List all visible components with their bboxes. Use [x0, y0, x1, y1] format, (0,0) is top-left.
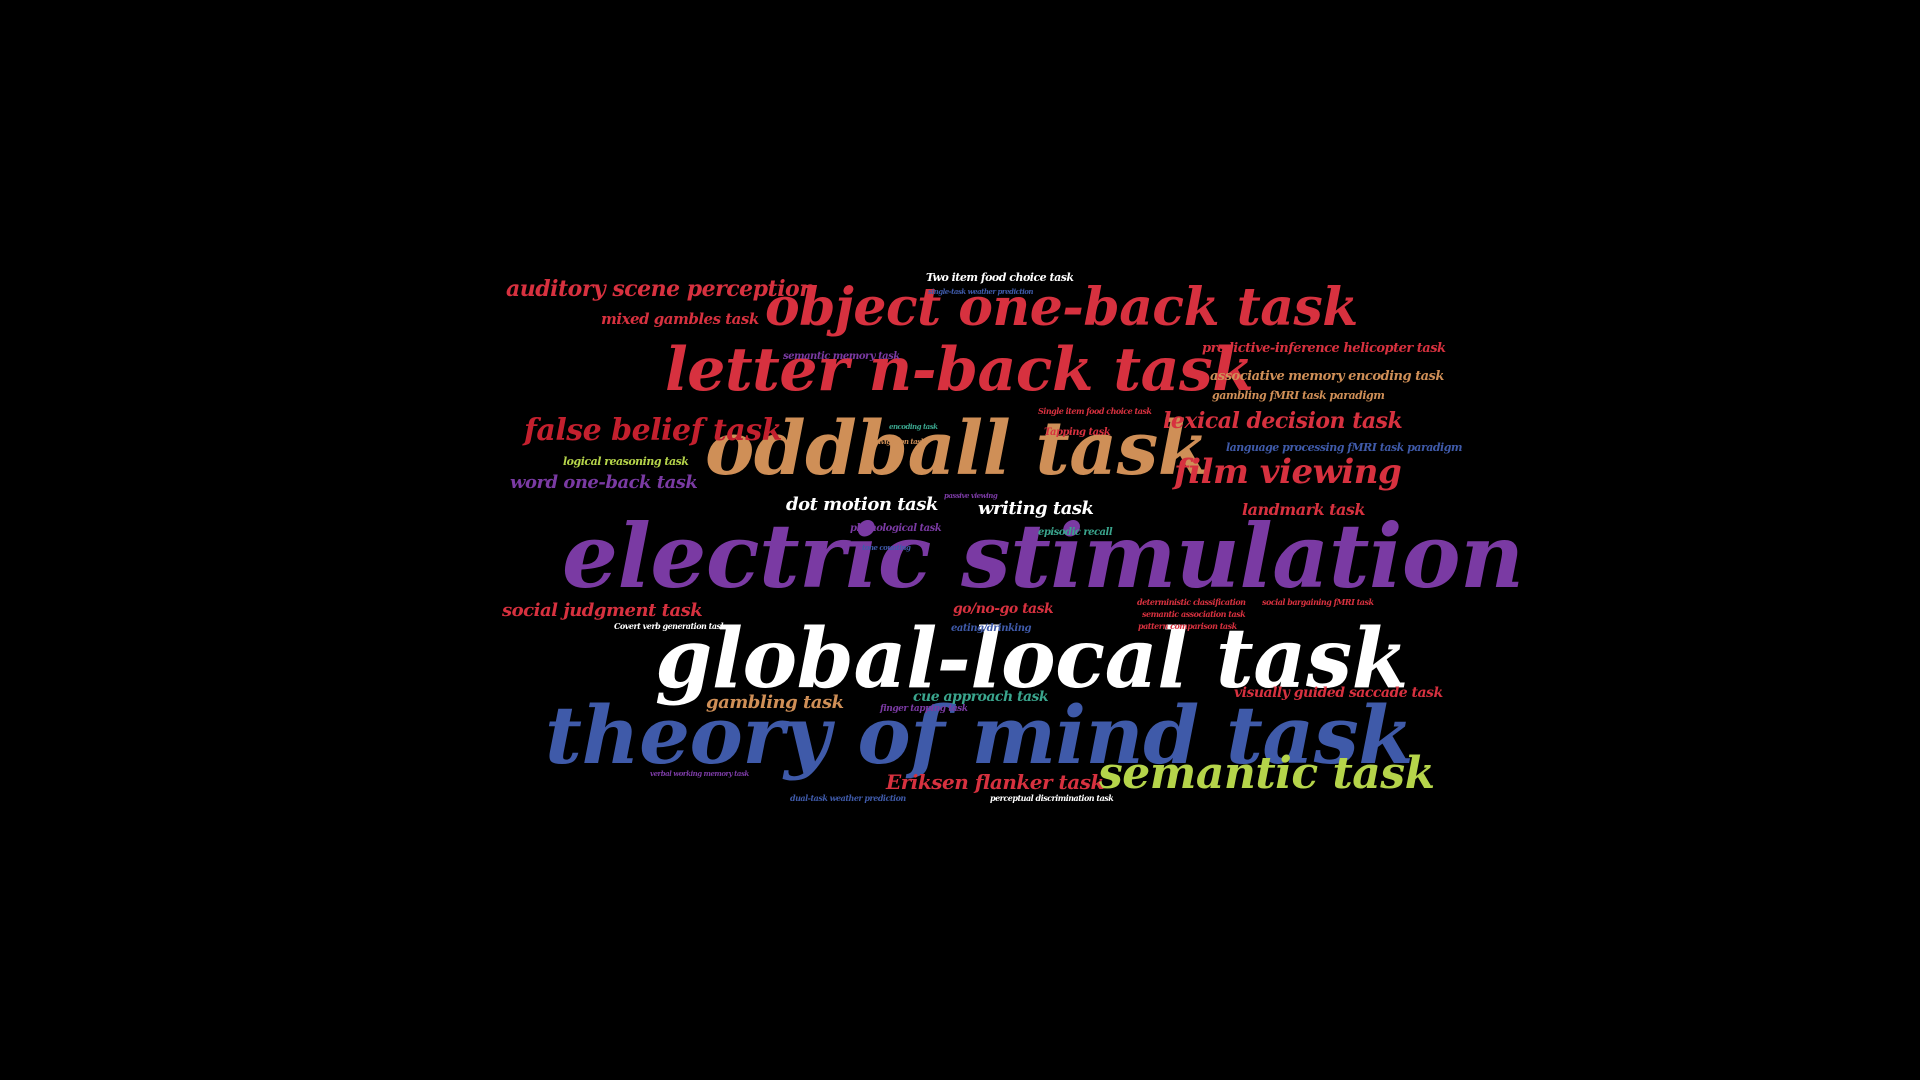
word-writing-task: writing task [978, 498, 1094, 519]
word-auditory-scene-perception: auditory scene perception [506, 276, 815, 302]
word-tone-counting: tone counting [862, 543, 911, 552]
word-verbal-working-memory-task: verbal working memory task [650, 769, 749, 778]
word-eriksen-flanker-task: Eriksen flanker task [886, 770, 1104, 794]
word-film-viewing: film viewing [1174, 452, 1402, 492]
word-dual-task-weather-prediction: dual-task weather prediction [790, 793, 906, 803]
word-gambling-task: gambling task [706, 692, 844, 713]
word-episodic-recall: episodic recall [1038, 527, 1113, 538]
word-navigation-task: navigation task [872, 437, 925, 446]
word-associative-memory-encoding-task: associative memory encoding task [1210, 369, 1444, 384]
word-social-bargaining-fmri-task: social bargaining fMRI task [1262, 597, 1374, 607]
word-object-one-back-task: object one-back task [765, 277, 1358, 338]
word-word-one-back-task: word one-back task [510, 472, 698, 493]
word-semantic-memory-task: semantic memory task [783, 351, 900, 362]
word-language-processing-fmri-task-paradigm: language processing fMRI task paradigm [1226, 441, 1463, 454]
word-electric-stimulation: electric stimulation [562, 504, 1524, 608]
word-tapping-task: Tapping task [1044, 427, 1111, 438]
word-covert-verb-generation-task: Covert verb generation task [614, 621, 726, 631]
word-semantic-task: semantic task [1098, 748, 1435, 799]
word-single-task-weather-prediction: single-task weather prediction [928, 287, 1034, 296]
word-false-belief-task: false belief task [524, 413, 782, 448]
word-visually-guided-saccade-task: visually guided saccade task [1234, 685, 1443, 701]
word-finger-tapping-task: finger tapping task [880, 704, 968, 714]
word-landmark-task: landmark task [1242, 500, 1366, 519]
word-mixed-gambles-task: mixed gambles task [601, 310, 759, 328]
word-predictive-inference-helicopter-task: predictive-inference helicopter task [1202, 341, 1446, 356]
word-dot-motion-task: dot motion task [786, 494, 938, 515]
word-social-judgment-task: social judgment task [502, 600, 703, 621]
word-global-local-task: global-local task [655, 611, 1408, 707]
word-deterministic-classification: deterministic classification [1137, 597, 1246, 607]
word-lexical-decision-task: lexical decision task [1163, 408, 1403, 434]
word-passive-viewing: passive viewing [944, 491, 998, 500]
word-phonological-task: phonological task [850, 523, 942, 534]
word-theory-of-mind-task: theory of mind task [545, 688, 1414, 782]
word-encoding-task: encoding task [889, 422, 938, 431]
word-cue-approach-task: cue approach task [913, 689, 1049, 705]
word-logical-reasoning-task: logical reasoning task [563, 455, 689, 468]
word-perceptual-discrimination-task: perceptual discrimination task [990, 793, 1114, 803]
word-gambling-fmri-task-paradigm: gambling fMRI task paradigm [1212, 389, 1385, 402]
word-single-item-food-choice-task: Single item food choice task [1038, 406, 1152, 416]
word-pattern-comparison-task: pattern comparison task [1138, 621, 1237, 631]
word-eating-drinking: eating/drinking [951, 623, 1032, 634]
word-oddball-task: oddball task [705, 406, 1209, 492]
word-semantic-association-task: semantic association task [1142, 609, 1246, 619]
word-letter-n-back-task: letter n-back task [665, 335, 1254, 405]
word-go-no-go-task: go/no-go task [953, 601, 1054, 617]
word-two-item-food-choice-task: Two item food choice task [926, 271, 1074, 284]
